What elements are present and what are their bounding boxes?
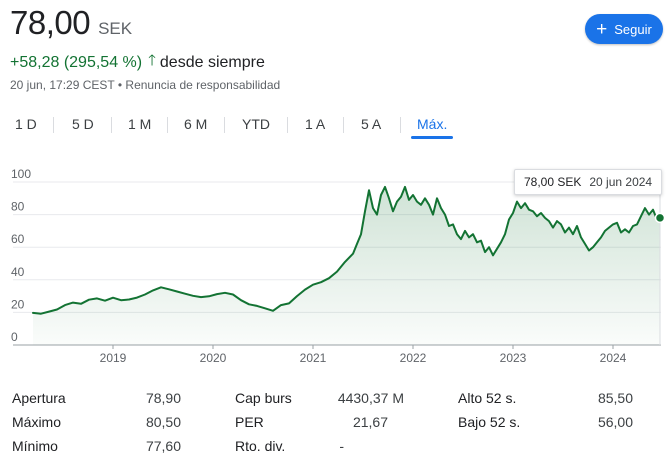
y-tick-label: 60 (11, 232, 25, 246)
stat-label-open: Apertura (12, 390, 66, 406)
y-tick-label: 80 (11, 200, 25, 214)
stat-value-high: 80,50 (145, 414, 181, 430)
stat-value-dividend: - (339, 438, 344, 454)
quote-timestamp: 20 jun, 17:29 CEST (10, 78, 115, 92)
stat-label-pe: PER (235, 414, 264, 430)
x-tick-label: 2024 (600, 351, 627, 365)
tab-divider (111, 117, 112, 133)
stat-label-dividend: Rto. div. (235, 438, 286, 454)
x-tick-label: 2022 (400, 351, 427, 365)
stat-value-52w-low: 56,00 (597, 414, 633, 430)
stat-value-52w-high: 85,50 (597, 390, 633, 406)
tab-5a[interactable]: 5 A (361, 116, 382, 132)
stat-label-market-cap: Cap burs (235, 390, 292, 406)
price-area (33, 186, 660, 345)
tab-divider (343, 117, 344, 133)
meta-separator: • (117, 78, 123, 92)
stat-value-open: 78,90 (145, 390, 181, 406)
arrow-up-icon: 🡑 (148, 52, 156, 69)
y-tick-label: 0 (11, 330, 18, 344)
tab-6m[interactable]: 6 M (184, 116, 208, 132)
tab-divider (224, 117, 225, 133)
price-header: 78,00 SEK (10, 4, 132, 42)
tab-ytd[interactable]: YTD (242, 116, 270, 132)
tab-max[interactable]: Máx. (410, 113, 454, 139)
stat-label-52w-low: Bajo 52 s. (458, 414, 521, 430)
change-value: +58,28 (295,54 %) (10, 53, 143, 71)
stat-value-market-cap: 4430,37 M (337, 390, 404, 406)
x-tick-label: 2021 (300, 351, 327, 365)
tab-divider (53, 117, 54, 133)
tab-1m[interactable]: 1 M (128, 116, 152, 132)
tab-5d[interactable]: 5 D (72, 116, 94, 132)
quote-meta: 20 jun, 17:29 CEST • Renuncia de respons… (10, 78, 280, 92)
price-chart[interactable]: 100 80 60 40 20 0 2019 2020 2021 2022 2023 2024 (0, 160, 671, 375)
currency-label: SEK (98, 19, 133, 38)
x-tick-label: 2019 (100, 351, 127, 365)
current-price: 78,00 (10, 4, 91, 41)
y-tick-label: 100 (11, 167, 31, 181)
follow-button-label: Seguir (614, 21, 652, 37)
x-tick-label: 2020 (200, 351, 227, 365)
follow-button[interactable]: + Seguir (585, 14, 663, 44)
stat-value-pe: 21,67 (352, 414, 388, 430)
stat-label-52w-high: Alto 52 s. (458, 390, 517, 406)
plus-icon: + (596, 18, 608, 40)
y-tick-label: 20 (11, 297, 25, 311)
tab-1d[interactable]: 1 D (15, 116, 37, 132)
disclaimer-link[interactable]: Renuncia de responsabilidad (125, 78, 281, 92)
stat-label-high: Máximo (12, 414, 62, 430)
tab-divider (287, 117, 288, 133)
y-tick-label: 40 (11, 265, 25, 279)
stat-label-low: Mínimo (12, 438, 58, 454)
stat-value-low: 77,60 (145, 438, 181, 454)
change-period: desde siempre (159, 53, 265, 71)
tab-1a[interactable]: 1 A (305, 116, 326, 132)
tooltip-value: 78,00 SEK (524, 175, 582, 189)
x-tick-label: 2023 (500, 351, 527, 365)
price-change: +58,28 (295,54 %) 🡑 desde siempre (10, 50, 265, 75)
hover-tooltip: 78,00 SEK 20 jun 2024 (514, 169, 663, 195)
range-tabs: 1 D 5 D 1 M 6 M YTD 1 A 5 A Máx. (0, 113, 671, 141)
tab-divider (167, 117, 168, 133)
price-line (32, 185, 661, 315)
latest-price-dot (654, 212, 666, 224)
tooltip-date: 20 jun 2024 (589, 175, 653, 189)
tab-divider (400, 117, 401, 133)
